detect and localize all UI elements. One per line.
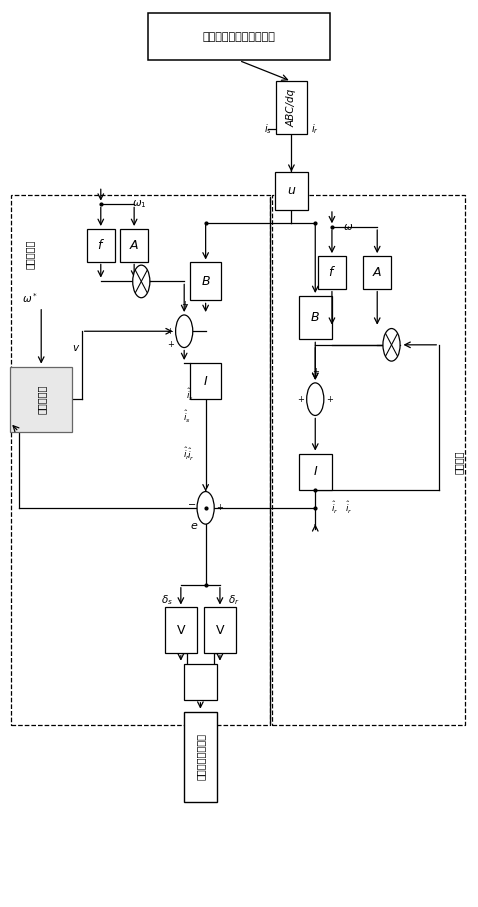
Text: $e$: $e$ xyxy=(190,521,198,531)
Text: +: + xyxy=(167,340,174,349)
FancyBboxPatch shape xyxy=(190,262,221,300)
Text: $B$: $B$ xyxy=(201,275,210,288)
Text: +: + xyxy=(217,503,223,512)
Circle shape xyxy=(197,492,214,524)
Circle shape xyxy=(307,383,324,415)
Text: $\hat{i}_r$: $\hat{i}_r$ xyxy=(331,500,338,516)
Text: $A$: $A$ xyxy=(372,266,382,278)
FancyBboxPatch shape xyxy=(318,256,346,288)
Circle shape xyxy=(133,265,150,297)
Circle shape xyxy=(383,328,400,361)
Text: 转速控制器: 转速控制器 xyxy=(36,385,46,414)
FancyBboxPatch shape xyxy=(184,712,217,802)
FancyBboxPatch shape xyxy=(184,664,217,700)
Text: $\hat{i}_s$: $\hat{i}_s$ xyxy=(186,386,194,403)
Text: $f$: $f$ xyxy=(97,239,105,252)
FancyBboxPatch shape xyxy=(363,256,391,288)
Text: $I$: $I$ xyxy=(203,375,208,387)
Text: +: + xyxy=(166,327,174,336)
FancyBboxPatch shape xyxy=(10,366,72,432)
Text: V: V xyxy=(216,624,224,637)
Bar xyxy=(272,195,466,726)
Text: ABC/dq: ABC/dq xyxy=(286,88,296,127)
Text: $I$: $I$ xyxy=(313,465,318,478)
Text: V: V xyxy=(176,624,185,637)
Text: $\omega$: $\omega$ xyxy=(343,222,353,232)
FancyBboxPatch shape xyxy=(87,229,115,261)
Text: +: + xyxy=(181,299,188,308)
Text: $\omega^*$: $\omega^*$ xyxy=(22,291,38,305)
Bar xyxy=(11,195,270,726)
Text: $A$: $A$ xyxy=(129,239,139,252)
Text: 双馈感应电机转速编码器: 双馈感应电机转速编码器 xyxy=(203,32,275,42)
Text: +: + xyxy=(297,395,304,404)
Text: $\hat{i}_r$: $\hat{i}_r$ xyxy=(186,447,194,463)
Text: $-$: $-$ xyxy=(187,498,196,508)
Text: $i_s$: $i_s$ xyxy=(263,122,272,136)
Circle shape xyxy=(175,315,193,347)
Text: $\delta_s$: $\delta_s$ xyxy=(161,593,173,607)
Text: 滑模观测器: 滑模观测器 xyxy=(24,239,34,269)
Text: $\delta_r$: $\delta_r$ xyxy=(228,593,240,607)
FancyBboxPatch shape xyxy=(276,82,307,134)
Text: +: + xyxy=(312,367,319,376)
FancyBboxPatch shape xyxy=(164,608,197,653)
FancyBboxPatch shape xyxy=(299,454,332,490)
Text: $\hat{i}_s$: $\hat{i}_s$ xyxy=(183,409,190,425)
FancyBboxPatch shape xyxy=(204,608,236,653)
FancyBboxPatch shape xyxy=(190,363,221,399)
Text: $f$: $f$ xyxy=(328,266,336,279)
FancyBboxPatch shape xyxy=(275,171,308,210)
Text: $i_r$: $i_r$ xyxy=(311,122,319,136)
Text: $\hat{i}_r$: $\hat{i}_r$ xyxy=(345,500,352,516)
Text: $v$: $v$ xyxy=(72,343,80,353)
Text: +: + xyxy=(326,395,333,404)
Text: 被控对象: 被控对象 xyxy=(453,451,463,474)
Text: $\omega_1$: $\omega_1$ xyxy=(131,199,146,210)
FancyBboxPatch shape xyxy=(120,229,148,261)
Text: u: u xyxy=(287,184,295,198)
Text: 故障诊断分析装置: 故障诊断分析装置 xyxy=(196,734,206,780)
FancyBboxPatch shape xyxy=(149,14,329,61)
Text: $\hat{i}_r$: $\hat{i}_r$ xyxy=(183,445,190,462)
FancyBboxPatch shape xyxy=(299,296,332,339)
Text: $B$: $B$ xyxy=(310,311,320,324)
